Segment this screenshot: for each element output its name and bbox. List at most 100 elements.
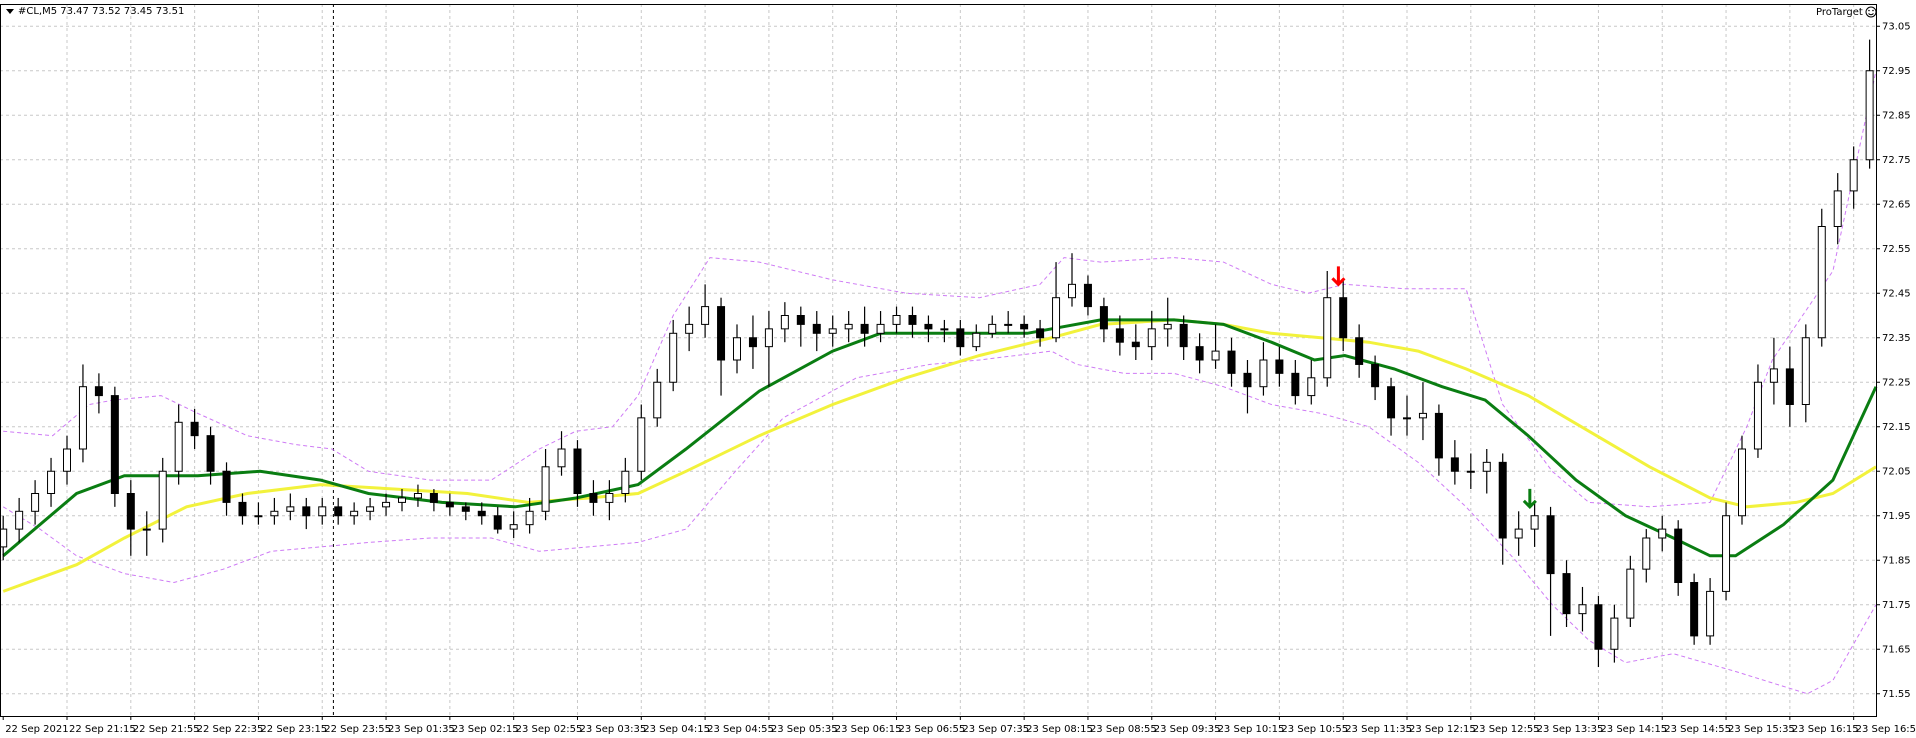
candle-body — [174, 421, 183, 472]
smiley-icon — [1865, 6, 1877, 18]
candle-body — [844, 323, 853, 330]
y-tick-label: 71.95 — [1882, 511, 1911, 522]
x-tick-label: 23 Sep 12:15 — [1409, 724, 1476, 735]
signal-arrow — [1522, 488, 1537, 509]
x-tick-label: 23 Sep 04:55 — [707, 724, 774, 735]
candle-body — [1562, 573, 1571, 615]
candle-body — [589, 493, 598, 503]
candle-body — [764, 328, 773, 348]
candle-body — [318, 506, 327, 517]
candle-body — [1163, 323, 1172, 330]
candle-body — [1833, 190, 1842, 227]
x-tick-label: 23 Sep 06:15 — [835, 724, 902, 735]
candle-body — [1339, 297, 1348, 339]
plot-border — [0, 4, 1877, 717]
candle-body — [222, 470, 231, 503]
candle-body — [924, 323, 933, 330]
candle-body — [1036, 328, 1045, 339]
x-tick-label: 22 Sep 23:55 — [324, 724, 391, 735]
x-tick-label: 23 Sep 09:35 — [1154, 724, 1221, 735]
candle-body — [78, 386, 87, 450]
x-tick-label: 23 Sep 10:55 — [1281, 724, 1348, 735]
candle-body — [557, 448, 566, 468]
candle-body — [653, 381, 662, 419]
y-tick-label: 73.05 — [1882, 21, 1911, 32]
candle-body — [1243, 372, 1252, 388]
indicator-line — [2, 350, 1877, 695]
x-tick-label: 23 Sep 16:15 — [1792, 724, 1859, 735]
candle-body — [780, 315, 789, 330]
candle-body — [1179, 323, 1188, 348]
candle-body — [366, 506, 375, 512]
candle-body — [717, 306, 726, 361]
candle-body — [398, 497, 406, 503]
candle-body — [956, 328, 965, 348]
x-tick-label: 22 Sep 22:35 — [197, 724, 264, 735]
x-tick-label: 23 Sep 12:55 — [1473, 724, 1540, 735]
candle-body — [748, 337, 757, 348]
candle-body — [1498, 461, 1507, 539]
candle-body — [445, 501, 454, 508]
candle-body — [1307, 377, 1316, 397]
candle-body — [94, 386, 103, 397]
signal-arrow — [1331, 266, 1346, 287]
candle-body — [1020, 323, 1029, 330]
y-tick-label: 72.25 — [1882, 377, 1911, 388]
candle-body — [238, 501, 247, 517]
candle-body — [1626, 568, 1635, 619]
candle-body — [1722, 515, 1731, 592]
candle-body — [1658, 528, 1667, 539]
y-tick-label: 72.95 — [1882, 66, 1911, 77]
candle-body — [1147, 328, 1156, 348]
candle-body — [1642, 537, 1651, 570]
candle-body — [573, 448, 582, 494]
y-tick-label: 71.75 — [1882, 600, 1911, 611]
candle-body — [15, 510, 24, 530]
candle-body — [1817, 226, 1826, 339]
candle-body — [1291, 372, 1300, 397]
candle-body — [206, 435, 215, 472]
candle-body — [0, 528, 8, 548]
candle-body — [1403, 417, 1411, 420]
candle-body — [1466, 470, 1475, 473]
candle-body — [142, 528, 151, 531]
y-tick-label: 72.45 — [1882, 288, 1911, 299]
candle-body — [1769, 368, 1778, 383]
candle-body — [63, 448, 71, 472]
candle-body — [1578, 604, 1587, 615]
candle-body — [1753, 381, 1762, 450]
candle-body — [621, 470, 630, 494]
candle-body — [413, 493, 422, 499]
candle-body — [1115, 328, 1124, 343]
candle-body — [190, 421, 199, 437]
candle-body — [509, 524, 518, 530]
candle-body — [1546, 515, 1555, 575]
x-tick-label: 23 Sep 03:35 — [579, 724, 646, 735]
x-tick-label: 23 Sep 08:15 — [1026, 724, 1093, 735]
x-tick-label: 23 Sep 02:55 — [516, 724, 583, 735]
x-tick-label: 23 Sep 02:15 — [452, 724, 519, 735]
candle-body — [1514, 528, 1523, 539]
x-tick-label: 23 Sep 14:55 — [1664, 724, 1731, 735]
candle-body — [1865, 70, 1874, 161]
candle-body — [972, 332, 981, 348]
candle-body — [1738, 448, 1746, 517]
candle-body — [733, 337, 741, 361]
candle-body — [286, 506, 295, 512]
y-tick-label: 71.85 — [1882, 555, 1911, 566]
candle-body — [525, 510, 534, 526]
candle-body — [493, 515, 502, 530]
candle-body — [605, 493, 614, 503]
y-tick-label: 72.15 — [1882, 422, 1911, 433]
x-tick-label: 23 Sep 04:15 — [643, 724, 710, 735]
y-tick-label: 71.55 — [1882, 689, 1911, 700]
candle-body — [1083, 283, 1092, 308]
candle-body — [1355, 337, 1364, 365]
candle-body — [1450, 457, 1459, 472]
candle-body — [908, 315, 917, 325]
candle-body — [47, 470, 56, 494]
candle-body — [637, 417, 646, 472]
candle-body — [988, 323, 997, 334]
candle-body — [669, 332, 678, 383]
